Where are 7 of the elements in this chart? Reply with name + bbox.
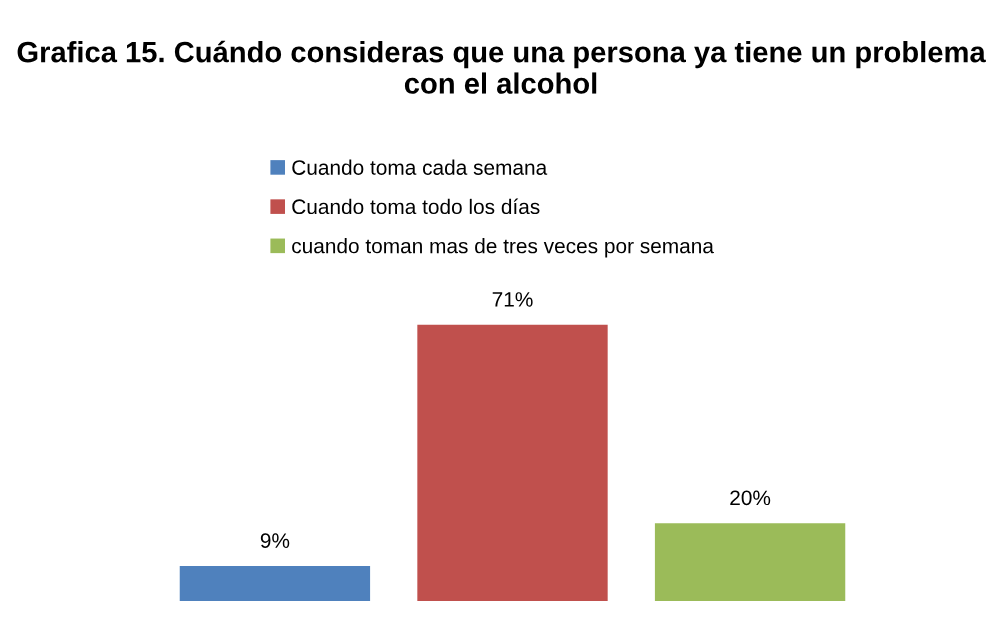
chart-title: Grafica 15. Cuándo consideras que una persona ya tiene un problema con el alcohol — [17, 40, 986, 94]
legend-label: Cuando toma cada semana — [292, 159, 548, 175]
data-label: 20% — [730, 490, 771, 506]
data-label: 71% — [492, 292, 533, 307]
legend-label: cuando toman mas de tres veces por semana — [292, 238, 714, 258]
legend-label: Cuando toma todo los días — [292, 198, 540, 215]
data-label: 9% — [260, 533, 290, 548]
